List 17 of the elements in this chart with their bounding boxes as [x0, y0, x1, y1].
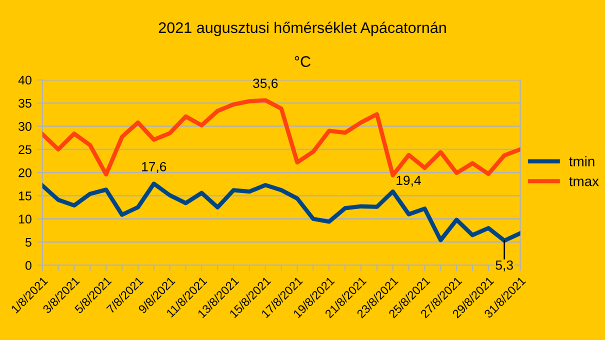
y-tick-label: 40: [18, 76, 32, 85]
y-tick-label: 20: [18, 168, 32, 178]
y-tick-label: 15: [18, 192, 32, 200]
chart-title: 2021 augusztusi hőmérséklet Apácatornán: [158, 22, 446, 36]
legend-label: tmax: [569, 177, 599, 186]
y-tick-label: 35: [18, 98, 32, 108]
data-label: 17,6: [142, 162, 166, 173]
legend-label: tmin: [569, 156, 594, 166]
y-tick-label: 25: [18, 145, 32, 154]
data-label: 35,6: [253, 78, 278, 90]
y-tick-label: 5: [25, 238, 32, 247]
chart-subtitle: °C: [294, 56, 310, 67]
y-tick-label: 10: [18, 214, 32, 224]
y-tick-label: 0: [25, 261, 32, 270]
data-label: 5,3: [496, 260, 513, 272]
y-tick-label: 30: [18, 122, 32, 131]
data-label: 19,4: [396, 176, 421, 187]
